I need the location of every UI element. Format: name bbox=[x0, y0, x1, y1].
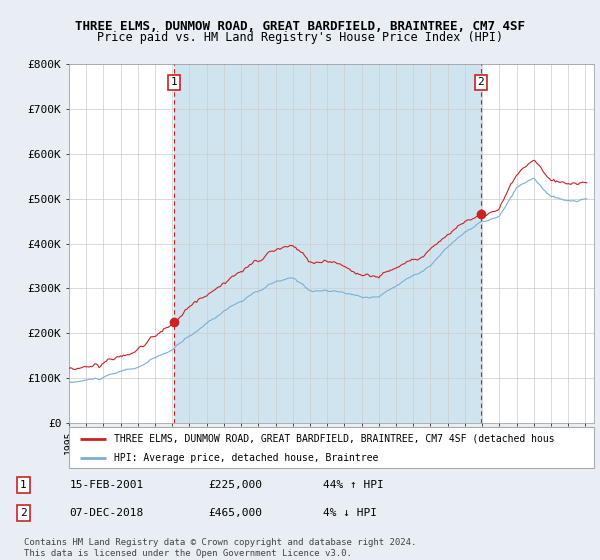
Text: THREE ELMS, DUNMOW ROAD, GREAT BARDFIELD, BRAINTREE, CM7 4SF (detached hous: THREE ELMS, DUNMOW ROAD, GREAT BARDFIELD… bbox=[113, 433, 554, 444]
Text: 1: 1 bbox=[20, 480, 27, 490]
Text: 07-DEC-2018: 07-DEC-2018 bbox=[70, 508, 144, 518]
FancyBboxPatch shape bbox=[69, 427, 594, 468]
Text: Contains HM Land Registry data © Crown copyright and database right 2024.
This d: Contains HM Land Registry data © Crown c… bbox=[23, 538, 416, 558]
Text: HPI: Average price, detached house, Braintree: HPI: Average price, detached house, Brai… bbox=[113, 452, 378, 463]
Text: £465,000: £465,000 bbox=[208, 508, 262, 518]
Text: 2: 2 bbox=[478, 77, 484, 87]
Text: 1: 1 bbox=[171, 77, 178, 87]
Text: £225,000: £225,000 bbox=[208, 480, 262, 490]
Text: 44% ↑ HPI: 44% ↑ HPI bbox=[323, 480, 384, 490]
Bar bbox=[175, 64, 481, 423]
Text: THREE ELMS, DUNMOW ROAD, GREAT BARDFIELD, BRAINTREE, CM7 4SF: THREE ELMS, DUNMOW ROAD, GREAT BARDFIELD… bbox=[75, 20, 525, 32]
Text: Price paid vs. HM Land Registry's House Price Index (HPI): Price paid vs. HM Land Registry's House … bbox=[97, 31, 503, 44]
Text: 4% ↓ HPI: 4% ↓ HPI bbox=[323, 508, 377, 518]
Text: 15-FEB-2001: 15-FEB-2001 bbox=[70, 480, 144, 490]
Text: 2: 2 bbox=[20, 508, 27, 518]
